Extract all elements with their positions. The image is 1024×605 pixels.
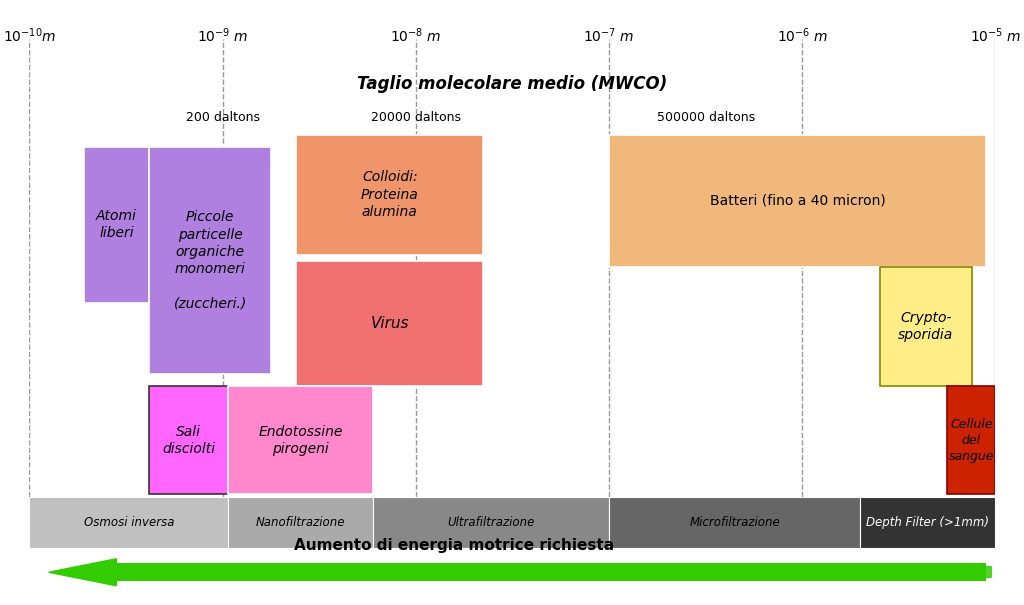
Bar: [609, 497, 860, 548]
Text: Cellule
del
sangue: Cellule del sangue: [948, 418, 994, 463]
Bar: [150, 387, 228, 494]
Bar: [947, 387, 995, 494]
Text: Nanofiltrazione: Nanofiltrazione: [256, 516, 346, 529]
Bar: [374, 497, 609, 548]
Bar: [876, 566, 908, 578]
Text: Batteri (fino a 40 micron): Batteri (fino a 40 micron): [710, 194, 886, 208]
Bar: [956, 566, 976, 578]
Text: Crypto-
sporidia: Crypto- sporidia: [898, 311, 953, 342]
Text: Piccole
particelle
organiche
monomeri

(zuccheri.): Piccole particelle organiche monomeri (z…: [173, 211, 247, 311]
Bar: [296, 261, 483, 387]
Text: 200 daltons: 200 daltons: [185, 111, 260, 123]
Text: 20000 daltons: 20000 daltons: [371, 111, 461, 123]
Text: Aumento di energia motrice richiesta: Aumento di energia motrice richiesta: [295, 538, 614, 553]
Text: $10^{-8}$ m: $10^{-8}$ m: [390, 27, 441, 45]
Text: Depth Filter (>1mm): Depth Filter (>1mm): [866, 516, 989, 529]
Text: Microfiltrazione: Microfiltrazione: [689, 516, 780, 529]
Text: $10^{-6}$ m: $10^{-6}$ m: [776, 27, 828, 45]
Text: Colloidi:
Proteina
alumina: Colloidi: Proteina alumina: [360, 170, 419, 219]
Text: Osmosi inversa: Osmosi inversa: [84, 516, 174, 529]
Bar: [228, 387, 374, 494]
Bar: [980, 566, 991, 578]
Text: Atomi
liberi: Atomi liberi: [96, 209, 137, 240]
Text: Endotossine
pirogeni: Endotossine pirogeni: [259, 425, 343, 456]
Bar: [296, 135, 483, 255]
Text: Ultrafiltrazione: Ultrafiltrazione: [447, 516, 535, 529]
FancyArrow shape: [49, 559, 117, 586]
Text: $10^{-7}$ m: $10^{-7}$ m: [584, 27, 635, 45]
Bar: [880, 267, 973, 387]
Bar: [150, 146, 271, 374]
Text: Sali
disciolti: Sali disciolti: [162, 425, 215, 456]
Text: $10^{-9}$ m: $10^{-9}$ m: [197, 27, 249, 45]
Bar: [84, 146, 150, 302]
Bar: [860, 497, 995, 548]
Bar: [30, 497, 228, 548]
Text: Virus: Virus: [371, 316, 409, 331]
Text: $10^{-5}$ m: $10^{-5}$ m: [970, 27, 1021, 45]
Text: $10^{-10}$m: $10^{-10}$m: [3, 27, 56, 45]
Bar: [609, 135, 986, 267]
Text: 500000 daltons: 500000 daltons: [656, 111, 755, 123]
Bar: [919, 566, 947, 578]
Text: Taglio molecolare medio (MWCO): Taglio molecolare medio (MWCO): [357, 74, 668, 93]
Bar: [117, 563, 986, 581]
Bar: [228, 497, 374, 548]
